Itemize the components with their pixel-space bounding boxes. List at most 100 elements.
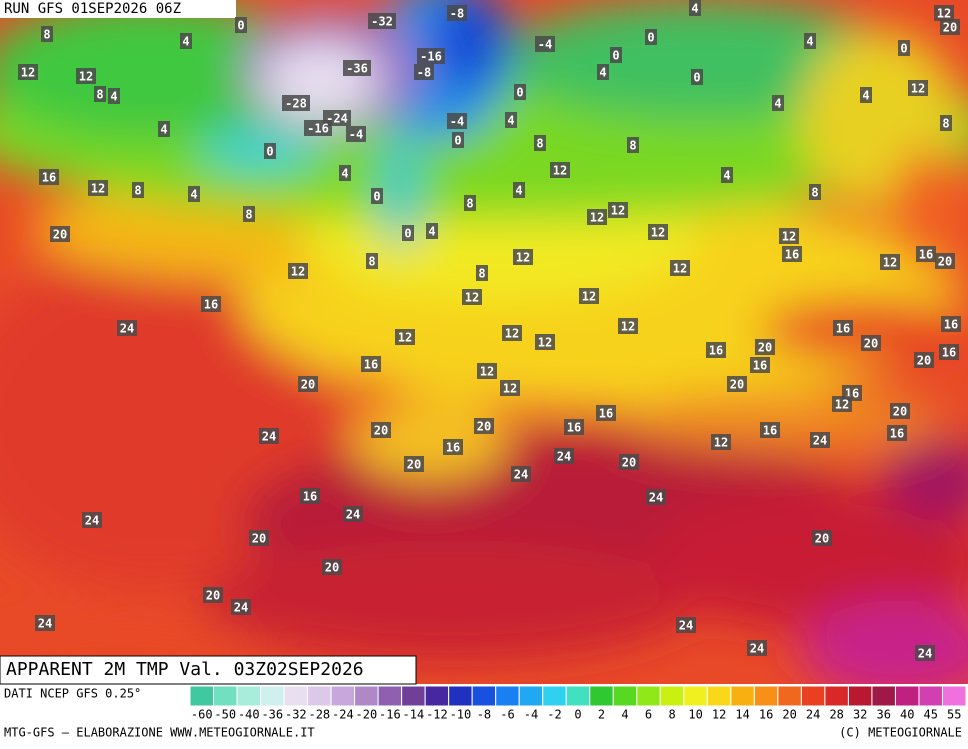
label-box (88, 180, 108, 196)
label-box (117, 320, 137, 336)
label-box (648, 224, 668, 240)
label-box (890, 403, 910, 419)
label-box (108, 88, 120, 104)
legend-swatch (565, 685, 591, 707)
label-box (414, 64, 434, 80)
label-box (534, 135, 546, 151)
label-box (443, 439, 463, 455)
temperature-label: 24 (813, 434, 827, 448)
legend-tick-label: 40 (900, 708, 914, 722)
legend-tick-label: -36 (261, 708, 283, 722)
label-box (371, 188, 383, 204)
label-box (249, 530, 269, 546)
temperature-label: 12 (621, 320, 635, 334)
label-box (779, 228, 799, 244)
label-box (339, 165, 351, 181)
legend-swatch (542, 685, 567, 707)
label-box (833, 320, 853, 336)
temperature-label: 12 (505, 327, 519, 341)
legend-tick-label: 16 (759, 708, 773, 722)
label-box (755, 339, 775, 355)
temperature-label: 12 (21, 66, 35, 80)
label-box (706, 342, 726, 358)
label-box (343, 60, 371, 76)
label-box (860, 87, 872, 103)
legend-tick-label: -32 (285, 708, 307, 722)
temperature-label: 20 (815, 532, 829, 546)
temperature-label: 16 (303, 490, 317, 504)
label-box (201, 296, 221, 312)
label-box (564, 419, 584, 435)
label-box (940, 115, 952, 131)
temperature-label: 24 (262, 430, 276, 444)
label-box (35, 615, 55, 631)
label-box (711, 434, 731, 450)
temperature-label: 12 (503, 382, 517, 396)
label-box (939, 344, 959, 360)
temperature-label: 12 (782, 230, 796, 244)
temperature-label: -36 (346, 62, 368, 76)
legend-tick-label: -60 (191, 708, 213, 722)
temperature-label: 20 (374, 424, 388, 438)
label-box (39, 169, 59, 185)
legend-swatch (424, 685, 450, 707)
label-box (235, 17, 247, 33)
temperature-label: 4 (599, 66, 606, 80)
legend-tick-label: -6 (500, 708, 514, 722)
temperature-label: 8 (96, 88, 103, 102)
label-box (417, 48, 445, 64)
label-box (464, 195, 476, 211)
label-box (535, 334, 555, 350)
label-box (304, 120, 332, 136)
temperature-label: 16 (599, 407, 613, 421)
label-box (782, 246, 802, 262)
temperature-label: 4 (341, 167, 348, 181)
label-box (231, 599, 251, 615)
legend-tick-label: -16 (379, 708, 401, 722)
temperature-label: 0 (237, 19, 244, 33)
label-box (298, 376, 318, 392)
temperature-label: 20 (206, 589, 220, 603)
label-box (500, 380, 520, 396)
temperature-label: 16 (944, 318, 958, 332)
legend-swatch (307, 685, 332, 707)
legend-swatch (824, 685, 849, 707)
label-box (898, 40, 910, 56)
legend-swatch (330, 685, 356, 707)
temperature-label: 12 (651, 226, 665, 240)
temperature-label: 12 (883, 256, 897, 270)
legend-tick-label: -20 (356, 708, 378, 722)
temperature-label: 0 (373, 190, 380, 204)
legend-tick-label: -14 (403, 708, 425, 722)
legend-swatch (354, 685, 379, 707)
label-box (689, 0, 701, 16)
label-box (288, 263, 308, 279)
label-box (880, 254, 900, 270)
legend-swatch (589, 685, 614, 707)
temperature-label: -28 (285, 97, 307, 111)
temperature-label: 12 (465, 291, 479, 305)
temperature-label: 8 (134, 184, 141, 198)
label-box (747, 640, 767, 656)
legend-tick-label: -10 (450, 708, 472, 722)
label-box (426, 223, 438, 239)
header-box (0, 0, 236, 18)
temperature-label: 20 (917, 354, 931, 368)
temperature-label: 24 (120, 322, 134, 336)
temperature-label: 4 (507, 114, 514, 128)
label-box (645, 29, 657, 45)
temperature-label: -32 (371, 15, 393, 29)
label-box (772, 95, 784, 111)
temperature-label: 24 (679, 619, 693, 633)
legend-tick-label: -12 (426, 708, 448, 722)
temperature-label: 4 (160, 123, 167, 137)
label-box (18, 64, 38, 80)
label-box (474, 418, 494, 434)
temperature-label: 16 (942, 346, 956, 360)
label-box (366, 253, 378, 269)
temperature-label: -4 (538, 38, 552, 52)
legend-swatch (612, 685, 638, 707)
temperature-label: 0 (693, 71, 700, 85)
